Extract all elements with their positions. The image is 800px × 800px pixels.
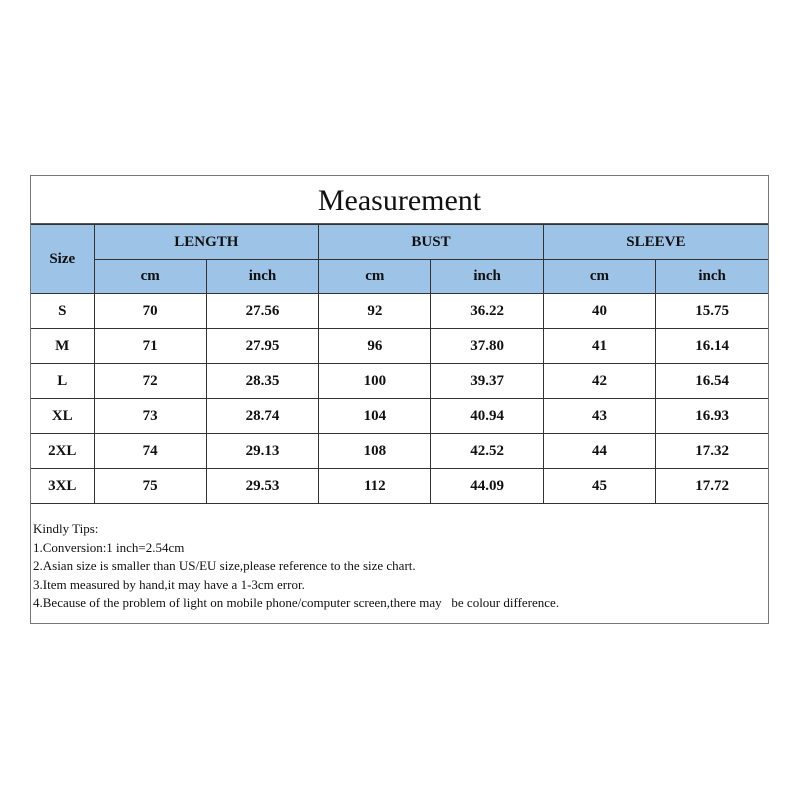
value-cell: 15.75 <box>655 293 768 329</box>
unit-header: cm <box>94 259 207 294</box>
value-cell: 45 <box>542 468 657 504</box>
size-cell: L <box>31 363 95 399</box>
value-cell: 42.52 <box>430 433 544 469</box>
unit-header: cm <box>318 259 432 294</box>
value-cell: 37.80 <box>430 328 544 364</box>
value-cell: 17.72 <box>655 468 768 504</box>
tips-heading: Kindly Tips: <box>33 521 99 536</box>
bust-header: BUST <box>318 224 544 260</box>
size-chart: Measurement Size LENGTH BUST SLEEVE cm i… <box>30 175 769 624</box>
size-cell: 3XL <box>31 468 95 504</box>
value-cell: 72 <box>93 363 207 399</box>
value-cell: 39.37 <box>430 363 544 399</box>
value-cell: 16.93 <box>655 398 768 434</box>
value-cell: 104 <box>318 398 432 434</box>
size-cell: 2XL <box>31 433 95 469</box>
value-cell: 44.09 <box>430 468 544 504</box>
value-cell: 70 <box>93 293 207 329</box>
value-cell: 40.94 <box>430 398 544 434</box>
size-header: Size <box>31 224 95 294</box>
tip-line: 1.Conversion:1 inch=2.54cm <box>33 539 185 555</box>
value-cell: 112 <box>318 468 432 504</box>
value-cell: 43 <box>542 398 657 434</box>
value-cell: 41 <box>542 328 657 364</box>
unit-header: cm <box>542 259 657 294</box>
length-header: LENGTH <box>93 224 320 260</box>
table-row: M 71 27.95 96 37.80 41 16.14 <box>31 328 768 364</box>
unit-header: inch <box>430 259 544 294</box>
value-cell: 40 <box>542 293 657 329</box>
size-table: Size LENGTH BUST SLEEVE cm inch cm inch … <box>31 224 768 504</box>
table-row: S 70 27.56 92 36.22 40 15.75 <box>31 293 768 329</box>
value-cell: 36.22 <box>430 293 544 329</box>
value-cell: 27.95 <box>205 328 320 364</box>
chart-title: Measurement <box>31 176 768 224</box>
value-cell: 108 <box>318 433 432 469</box>
tip-line: 2.Asian size is smaller than US/EU size,… <box>33 558 416 574</box>
value-cell: 92 <box>318 293 432 329</box>
unit-header: inch <box>205 259 320 294</box>
value-cell: 42 <box>542 363 657 399</box>
value-cell: 16.54 <box>655 363 768 399</box>
tips: Kindly Tips: 1.Conversion:1 inch=2.54cm 2.… <box>31 504 768 613</box>
value-cell: 71 <box>93 328 207 364</box>
table-row: XL 73 28.74 104 40.94 43 16.93 <box>31 398 768 434</box>
value-cell: 74 <box>93 433 207 469</box>
value-cell: 27.56 <box>205 293 320 329</box>
tip-line: 4.Because of the problem of light on mob… <box>33 595 560 611</box>
table-row: 3XL 75 29.53 112 44.09 45 17.72 <box>31 468 768 504</box>
size-cell: M <box>31 328 95 364</box>
table-row: 2XL 74 29.13 108 42.52 44 17.32 <box>31 433 768 469</box>
size-cell: S <box>31 293 95 329</box>
size-cell: XL <box>31 398 95 434</box>
value-cell: 73 <box>93 398 207 434</box>
table-row: L 72 28.35 100 39.37 42 16.54 <box>31 363 768 399</box>
value-cell: 17.32 <box>655 433 768 469</box>
value-cell: 100 <box>318 363 432 399</box>
value-cell: 28.35 <box>205 363 320 399</box>
value-cell: 29.53 <box>205 468 320 504</box>
value-cell: 96 <box>318 328 432 364</box>
value-cell: 44 <box>542 433 657 469</box>
value-cell: 29.13 <box>205 433 320 469</box>
value-cell: 75 <box>93 468 207 504</box>
unit-header: inch <box>655 259 768 294</box>
value-cell: 16.14 <box>655 328 768 364</box>
tip-line: 3.Item measured by hand,it may have a 1-… <box>33 576 305 592</box>
sleeve-header: SLEEVE <box>542 224 768 260</box>
value-cell: 28.74 <box>205 398 320 434</box>
